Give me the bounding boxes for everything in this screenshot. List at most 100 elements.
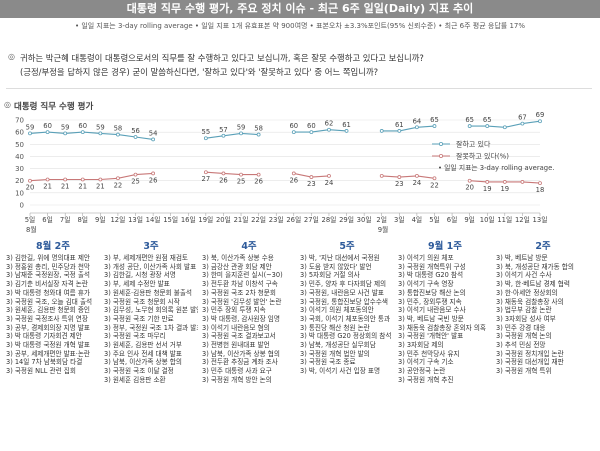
week-issue-list: 3) 이석기 의원 체포 3) 국정원 개혁특위 구성 3) 박 대통령 G20 참…: [398, 254, 492, 385]
x-tick-label: 9일: [95, 215, 106, 224]
x-tick-label: 23일: [269, 215, 284, 224]
issue-item: 3) 원세훈 김용판 소환: [104, 375, 166, 384]
issue-item: 3) 이석기 의원 체포동의안: [300, 306, 374, 315]
week-title: 9월 1주: [427, 241, 462, 252]
data-label: 60: [289, 122, 298, 130]
data-label: 23: [395, 180, 404, 188]
issue-item: 3) 남북, 이산가족 상봉 합의: [104, 358, 182, 367]
page-title: 대통령 직무 수행 평가, 주요 정치 이슈 - 최근 6주 일일(Daily)…: [0, 0, 600, 18]
data-label: 64: [413, 117, 422, 125]
data-label: 22: [114, 181, 123, 189]
data-label: 67: [518, 114, 527, 122]
issue-item: 3) 원세훈, 김용판 선서 거부: [104, 341, 182, 350]
issue-item: 3) 국정원 개혁 법안 발의: [300, 349, 370, 358]
data-point: [291, 171, 296, 176]
issue-item: 3) 박, 한·베트남 경제 협력: [496, 280, 570, 289]
issue-item: 3) 부, 세제개편안 원점 재검토: [104, 254, 188, 262]
data-label: 18: [536, 186, 545, 194]
issue-item: 3) 박, 베트남 방문: [496, 254, 548, 262]
x-tick-label: 2일: [376, 215, 387, 224]
x-tick-label: 15일: [163, 215, 178, 224]
data-label: 26: [254, 178, 263, 186]
week-column: 8월 2주 3) 김한길, 위에 명의대표 제안 3) 정홍원 총리, 민주당과 천…: [6, 240, 100, 450]
issue-item: 3) 국정원 국조 결과보고서: [202, 332, 276, 341]
issue-item: 3) 민주 장외 투쟁 지속: [202, 306, 266, 315]
survey-note: • 일일 지표는 3-day rolling average • 일일 지표 1…: [74, 22, 526, 30]
data-point: [256, 172, 261, 177]
x-tick-label: 21일: [234, 215, 249, 224]
issue-item: 3) 한·아세안 정상회의: [496, 288, 558, 297]
issue-item: 3) 통합진보당 해산 논의: [398, 288, 466, 297]
issue-item: 3) 박 대통령 국정원 개혁 발표: [6, 341, 90, 350]
x-tick-label: 4일: [412, 215, 423, 224]
data-label: 22: [430, 181, 439, 189]
data-label: 59: [96, 123, 105, 131]
issue-item: 3) 추석 민심 전망: [496, 341, 546, 350]
issue-item: 3) 도움 받지 않았다' 발언: [300, 262, 372, 271]
y-tick-label: 20: [15, 177, 24, 185]
issue-item: 3) 통진당 해산 청원 논란: [300, 323, 370, 332]
issue-item: 3) 공부, 세제개편안 발표·논란: [6, 349, 90, 358]
month-label: 8월: [26, 225, 37, 234]
data-point: [414, 173, 419, 178]
legend-marker: [438, 154, 443, 159]
legend-note: • 일일 지표는 3-day rolling average.: [438, 163, 554, 172]
week-title: 8월 2주: [35, 241, 70, 252]
data-point: [63, 131, 68, 136]
issue-item: 3) 박 대통령 기자회견 제안: [6, 332, 82, 341]
data-label: 24: [413, 179, 422, 187]
y-tick-label: 60: [15, 129, 24, 137]
week-column: 4주 3) 북, 이산가족 상봉 수용 3) 금강산 관광 회담 제안 3) 한미 을…: [202, 240, 296, 450]
data-label: 26: [149, 176, 158, 184]
data-label: 21: [78, 183, 87, 191]
data-label: 58: [254, 125, 263, 133]
x-tick-label: 11일: [497, 215, 512, 224]
issue-item: 3) 국정원 국조 이달 결정: [104, 367, 174, 376]
data-label: 60: [43, 122, 52, 130]
issue-item: 3) 원세훈, 김용판 청문회 증인: [6, 306, 90, 315]
question-line-1: 귀하는 박근혜 대통령이 대통령으로서의 직무를 잘 수행하고 있다고 보십니까…: [20, 53, 424, 63]
issue-item: 3) 북, 이산가족 상봉 수용: [202, 254, 274, 262]
data-point: [485, 180, 490, 184]
data-point: [344, 129, 349, 133]
x-tick-label: 8일: [77, 215, 88, 224]
issue-item: 3) 김한길, 시청 광장 서명: [104, 271, 176, 280]
issue-item: 3) 정부, 국정원 국조 1차 결과 발표: [104, 323, 198, 332]
legend-marker: [438, 142, 443, 147]
issue-item: 3) 박, 베트남 국빈 방문: [398, 314, 464, 323]
data-point: [432, 124, 437, 128]
data-point: [239, 172, 243, 177]
question-bullet-icon: ◎: [8, 52, 15, 61]
issue-item: 3) 국정원 정치개입 논란: [496, 349, 564, 358]
issue-item: 3) 5자회담 거절 의사: [300, 271, 360, 280]
x-tick-label: 12일: [110, 215, 125, 224]
issue-item: 3) 국정원 개혁 논의: [496, 332, 552, 341]
issue-item: 3) 정홍원 총리, 민주당과 천막: [6, 262, 90, 271]
data-point: [538, 181, 542, 186]
issue-item: 3) 박, '지난 대선에서 국정원: [300, 254, 380, 262]
data-point: [502, 180, 507, 184]
data-label: 65: [483, 116, 492, 124]
issue-item: 3) 국정원, 내란음모 사건 발표: [300, 288, 384, 297]
issue-item: 3) 남재준 국정원장, 국정 출석: [6, 271, 90, 280]
x-tick-label: 14일: [146, 215, 161, 224]
data-point: [520, 180, 525, 184]
data-label: 59: [61, 123, 70, 131]
week-title: 3주: [143, 241, 159, 252]
x-tick-label: 30일: [357, 215, 372, 224]
series-line: [29, 171, 541, 184]
data-label: 65: [430, 116, 439, 124]
issue-item: 3) 북, 개성공단 재가동 합의: [496, 262, 574, 271]
data-label: 21: [61, 183, 70, 191]
issue-item: 3) 부, 세제 수정안 발표: [104, 280, 170, 289]
data-point: [291, 130, 296, 135]
data-label: 21: [43, 183, 52, 191]
x-tick-label: 27일: [304, 215, 319, 224]
data-point: [203, 136, 208, 141]
data-point: [133, 135, 138, 139]
data-point: [309, 175, 314, 179]
y-tick-label: 0: [20, 202, 24, 210]
question-line-2: (긍정/부정을 답하지 않은 경우) 굳이 말씀하신다면, '잘하고 있다'와 …: [20, 67, 379, 77]
issue-item: 3) 전두환 추징금 계좌 조사: [202, 358, 278, 367]
x-tick-label: 26일: [286, 215, 301, 224]
